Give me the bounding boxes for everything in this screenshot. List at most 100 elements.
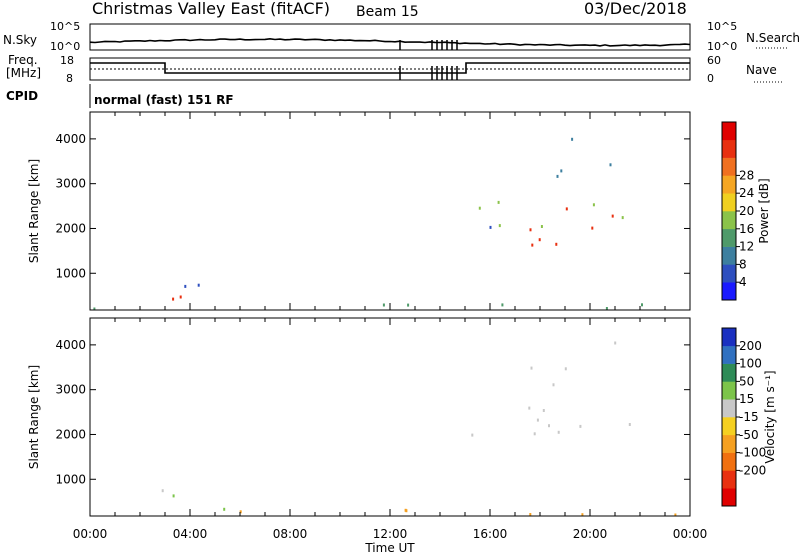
colorbar-segment bbox=[722, 399, 736, 418]
data-cell bbox=[540, 225, 543, 228]
freq-tick-top: 18 bbox=[60, 54, 74, 67]
data-cell bbox=[478, 206, 481, 210]
power-panel-frame bbox=[89, 111, 691, 311]
nsearch-tick-top: 10^5 bbox=[707, 20, 737, 33]
nsky-tick-top: 10^5 bbox=[50, 20, 80, 33]
data-cell bbox=[531, 243, 534, 247]
colorbar-segment bbox=[722, 193, 736, 212]
colorbar-segment bbox=[722, 157, 736, 176]
data-cell bbox=[528, 406, 531, 410]
y-tick-label: 2000 bbox=[55, 221, 86, 235]
data-cell bbox=[407, 303, 410, 307]
data-cell bbox=[530, 366, 533, 370]
nsearch-tick-bottom: 10^0 bbox=[707, 40, 737, 53]
data-cell bbox=[538, 238, 541, 242]
velocity-ylabel: Slant Range [km] bbox=[27, 365, 41, 469]
colorbar-tick-label: 8 bbox=[739, 257, 747, 271]
colorbar-tick-label: -200 bbox=[739, 463, 766, 477]
data-cell bbox=[557, 430, 560, 434]
colorbar-segment bbox=[722, 122, 736, 141]
time-axis-label: Time UT bbox=[364, 541, 415, 554]
power-ylabel: Slant Range [km] bbox=[27, 159, 41, 263]
data-cell bbox=[552, 383, 555, 387]
data-cell bbox=[592, 203, 595, 207]
freq-trace bbox=[90, 62, 690, 74]
data-cell bbox=[536, 418, 539, 422]
beam-label: Beam 15 bbox=[356, 4, 419, 20]
data-cell bbox=[489, 225, 492, 229]
time-tick-label: 16:00 bbox=[473, 527, 508, 541]
colorbar-segment bbox=[722, 211, 736, 230]
velocity-colorbar-label: Velocity [m s⁻¹] bbox=[763, 370, 777, 463]
colorbar-segment bbox=[722, 345, 736, 364]
data-cell bbox=[382, 303, 385, 307]
data-cell bbox=[609, 163, 612, 167]
colorbar-segment bbox=[722, 470, 736, 489]
nsky-tick-bottom: 10^0 bbox=[50, 40, 80, 53]
data-cell bbox=[529, 228, 532, 232]
nave-tick-top: 60 bbox=[707, 54, 721, 67]
y-tick-label: 3000 bbox=[55, 177, 86, 191]
date-label: 03/Dec/2018 bbox=[584, 0, 687, 18]
data-cell bbox=[628, 423, 631, 426]
data-cell bbox=[529, 513, 532, 516]
time-tick-label: 00:00 bbox=[673, 527, 708, 541]
data-cell bbox=[556, 174, 559, 178]
y-tick-label: 4000 bbox=[55, 132, 86, 146]
velocity-data bbox=[161, 341, 677, 517]
colorbar-segment bbox=[722, 264, 736, 283]
y-tick-label: 4000 bbox=[55, 338, 86, 352]
data-cell bbox=[223, 507, 226, 511]
data-cell bbox=[621, 216, 624, 220]
data-cell bbox=[471, 433, 474, 437]
nsearch-label: N.Search bbox=[746, 31, 800, 45]
colorbar-segment bbox=[722, 381, 736, 400]
data-cell bbox=[542, 409, 545, 412]
data-cell bbox=[498, 224, 501, 228]
nsky-drops bbox=[399, 40, 458, 50]
colorbar-tick-label: 24 bbox=[739, 186, 754, 200]
colorbar-tick-label: 28 bbox=[739, 168, 754, 182]
colorbar-tick-label: 12 bbox=[739, 240, 754, 254]
data-cell bbox=[591, 226, 594, 230]
time-tick-label: 08:00 bbox=[273, 527, 308, 541]
data-cell bbox=[239, 510, 242, 514]
colorbar-segment bbox=[722, 328, 736, 347]
nsky-trace bbox=[89, 37, 691, 47]
y-tick-label: 1000 bbox=[55, 266, 86, 280]
y-tick-label: 2000 bbox=[55, 427, 86, 441]
data-cell bbox=[501, 303, 504, 307]
colorbar-tick-label: 50 bbox=[739, 374, 754, 388]
colorbar-tick-label: 200 bbox=[739, 339, 762, 353]
nsky-panel-frame bbox=[89, 23, 691, 51]
y-tick-label: 3000 bbox=[55, 383, 86, 397]
data-cell bbox=[579, 424, 582, 428]
data-cell bbox=[184, 284, 187, 288]
colorbar-tick-label: 15 bbox=[739, 392, 754, 406]
data-cell bbox=[564, 367, 567, 371]
data-cell bbox=[161, 489, 164, 493]
velocity-panel-frame bbox=[89, 317, 691, 517]
data-cell bbox=[405, 509, 408, 513]
colorbar-tick-label: 4 bbox=[739, 275, 747, 289]
nave-tick-bottom: 0 bbox=[707, 72, 714, 85]
data-cell bbox=[571, 137, 574, 141]
data-cell bbox=[533, 432, 536, 436]
nsky-label: N.Sky bbox=[3, 33, 37, 47]
colorbar-segment bbox=[722, 452, 736, 471]
data-cell bbox=[555, 242, 558, 246]
data-cell bbox=[197, 283, 200, 287]
colorbar-segment bbox=[722, 139, 736, 158]
data-cell bbox=[605, 307, 608, 310]
time-tick-label: 00:00 bbox=[73, 527, 108, 541]
colorbar-segment bbox=[722, 228, 736, 247]
data-cell bbox=[565, 207, 568, 211]
colorbar-tick-label: -50 bbox=[739, 428, 759, 442]
colorbar-segment bbox=[722, 434, 736, 453]
power-colorbar: 4 8 12 16 20 24 28 bbox=[721, 121, 754, 301]
time-axis-ticks: 00:00 04:00 08:00 12:00 16:00 20:00 00:00 bbox=[73, 527, 708, 541]
colorbar-segment bbox=[722, 175, 736, 194]
colorbar-segment bbox=[722, 282, 736, 301]
freq-unit-label: [MHz] bbox=[6, 66, 41, 80]
